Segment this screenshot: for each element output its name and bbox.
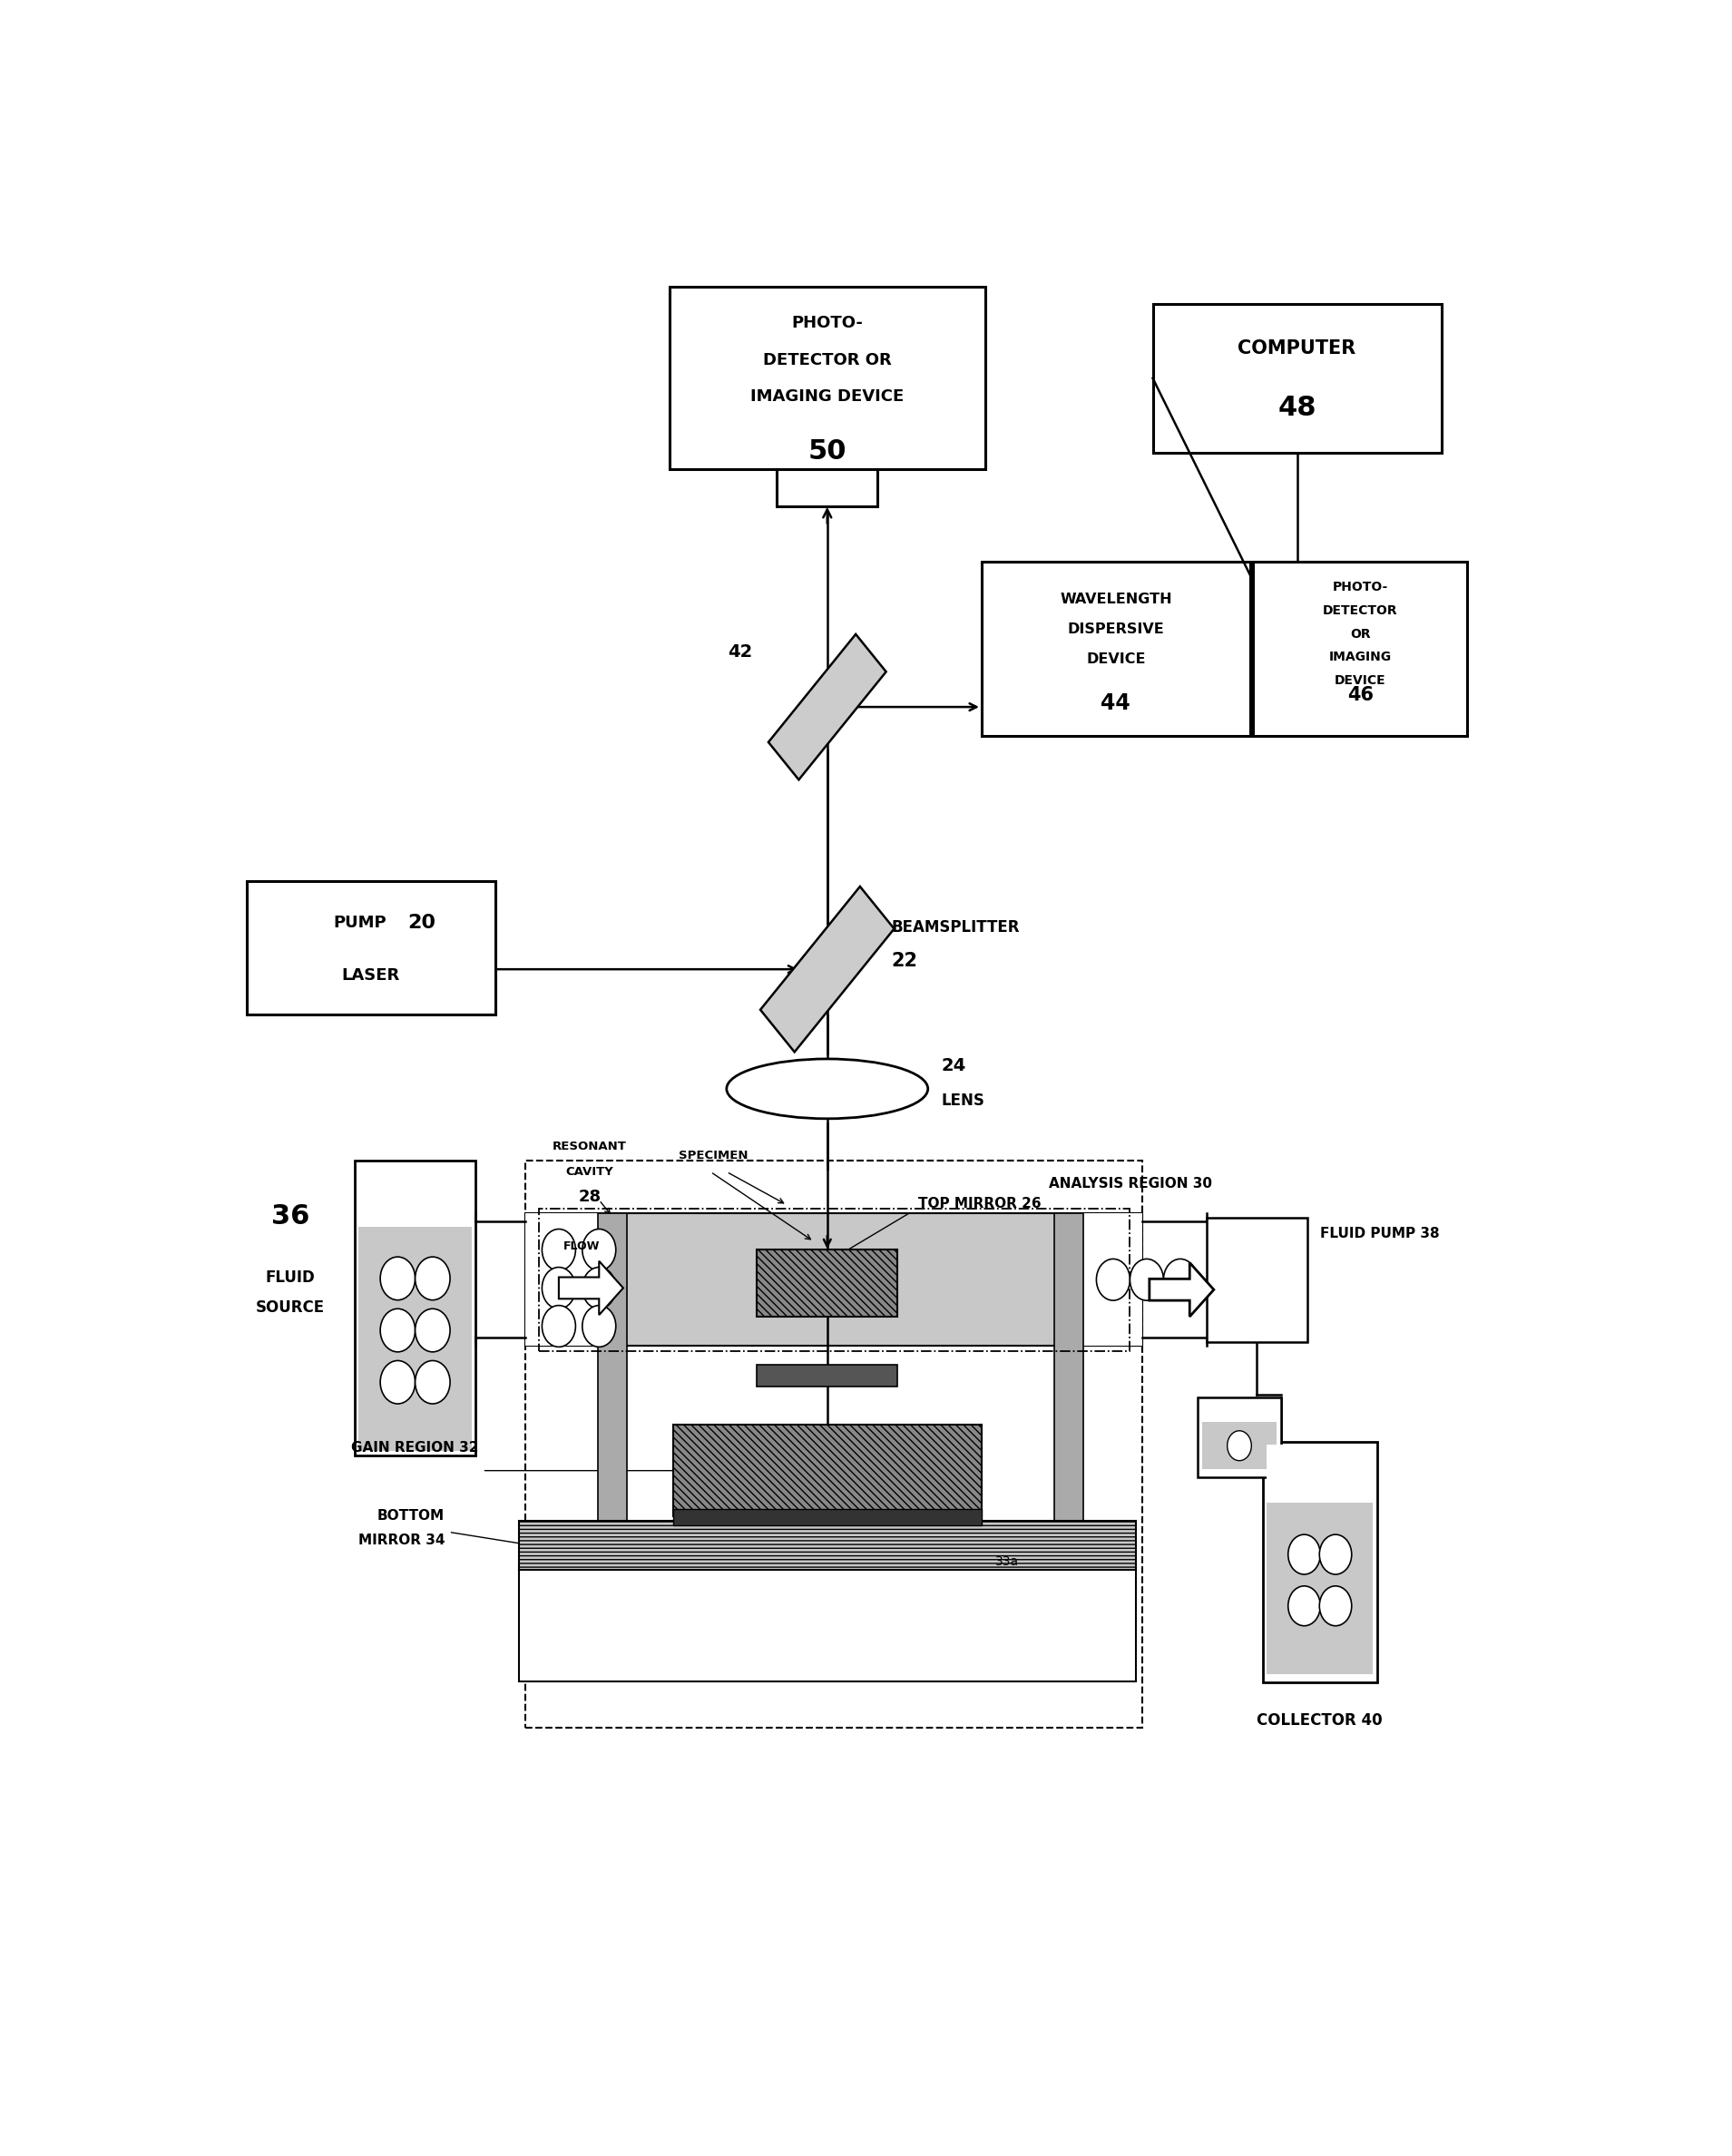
Bar [757, 1365, 897, 1386]
Text: LENS: LENS [942, 1093, 986, 1108]
Circle shape [542, 1229, 575, 1270]
Bar [1199, 1397, 1282, 1477]
Text: DETECTOR OR: DETECTOR OR [762, 351, 892, 369]
Text: IMAGING: IMAGING [1328, 651, 1391, 664]
Bar [539, 1207, 1129, 1352]
Polygon shape [769, 634, 887, 780]
Bar [518, 1565, 1136, 1682]
Bar [1055, 1214, 1084, 1520]
Bar [1263, 1442, 1377, 1682]
Text: 28: 28 [578, 1188, 601, 1205]
Circle shape [1320, 1535, 1351, 1574]
Text: 20: 20 [407, 914, 436, 931]
Circle shape [1320, 1587, 1351, 1626]
Circle shape [1129, 1259, 1164, 1300]
Text: WAVELENGTH: WAVELENGTH [1060, 593, 1173, 606]
Text: 42: 42 [727, 642, 752, 660]
Text: SPECIMEN: SPECIMEN [679, 1149, 748, 1162]
Circle shape [381, 1360, 416, 1404]
Bar [525, 1160, 1143, 1727]
Bar [674, 1509, 982, 1526]
Bar [1202, 1421, 1276, 1468]
Circle shape [416, 1360, 450, 1404]
Text: COLLECTOR 40: COLLECTOR 40 [1257, 1712, 1382, 1729]
Text: FLUID PUMP 38: FLUID PUMP 38 [1320, 1227, 1439, 1240]
Bar [1207, 1218, 1308, 1341]
Text: DISPERSIVE: DISPERSIVE [1067, 623, 1164, 636]
Circle shape [582, 1304, 617, 1348]
Bar [355, 1160, 476, 1455]
Circle shape [582, 1229, 617, 1270]
Circle shape [1228, 1432, 1252, 1460]
Bar [359, 1164, 473, 1222]
Bar [1266, 1445, 1373, 1498]
Text: LASER: LASER [341, 968, 400, 983]
Circle shape [381, 1257, 416, 1300]
Bar [359, 1227, 471, 1451]
FancyArrow shape [1150, 1263, 1214, 1317]
Bar [1266, 1503, 1373, 1673]
Circle shape [582, 1268, 617, 1309]
Bar [598, 1214, 627, 1520]
Text: IMAGING DEVICE: IMAGING DEVICE [750, 388, 904, 405]
Text: 48: 48 [1278, 395, 1316, 420]
Text: FLUID: FLUID [265, 1270, 315, 1287]
Text: OR: OR [1349, 627, 1370, 640]
Bar [518, 1520, 1136, 1570]
Bar [1154, 304, 1441, 453]
Bar [674, 1425, 982, 1516]
Bar [1084, 1214, 1143, 1345]
Circle shape [542, 1304, 575, 1348]
Bar [757, 1250, 897, 1315]
Text: RESONANT: RESONANT [553, 1141, 627, 1153]
Circle shape [381, 1309, 416, 1352]
Text: BEAMSPLITTER: BEAMSPLITTER [892, 921, 1020, 936]
Text: 46: 46 [1347, 686, 1373, 705]
Bar [525, 1214, 598, 1345]
Bar [525, 1214, 1143, 1345]
FancyArrow shape [559, 1261, 624, 1315]
Bar [1200, 1399, 1278, 1419]
Circle shape [1289, 1535, 1320, 1574]
Text: 36: 36 [272, 1203, 310, 1229]
Bar [982, 563, 1251, 735]
Text: COMPUTER: COMPUTER [1238, 338, 1356, 358]
Text: PUMP: PUMP [334, 914, 386, 931]
Text: MIRROR 34: MIRROR 34 [359, 1533, 445, 1548]
Circle shape [1289, 1587, 1320, 1626]
Text: FLOW: FLOW [563, 1240, 599, 1253]
Circle shape [1164, 1259, 1197, 1300]
Text: TOP MIRROR 26: TOP MIRROR 26 [918, 1197, 1041, 1210]
Text: 44: 44 [1102, 692, 1131, 714]
Polygon shape [760, 886, 894, 1052]
Circle shape [416, 1257, 450, 1300]
Text: BOTTOM: BOTTOM [378, 1509, 445, 1522]
Bar [246, 882, 495, 1013]
Bar [1252, 563, 1467, 735]
Text: ANALYSIS REGION 30: ANALYSIS REGION 30 [1050, 1177, 1212, 1190]
Text: 24: 24 [942, 1056, 966, 1074]
Text: SOURCE: SOURCE [256, 1300, 326, 1315]
Text: DEVICE: DEVICE [1086, 651, 1145, 666]
Text: DETECTOR: DETECTOR [1323, 604, 1398, 617]
Bar [670, 287, 986, 470]
Text: 22: 22 [892, 953, 918, 970]
Circle shape [542, 1268, 575, 1309]
Text: PHOTO-: PHOTO- [1332, 582, 1387, 593]
Circle shape [1096, 1259, 1129, 1300]
Circle shape [416, 1309, 450, 1352]
Text: PHOTO-: PHOTO- [792, 315, 863, 332]
Text: 33a: 33a [994, 1557, 1018, 1567]
Bar [778, 470, 878, 507]
Text: 50: 50 [807, 438, 847, 464]
Text: GAIN REGION 32: GAIN REGION 32 [352, 1440, 478, 1453]
Text: DEVICE: DEVICE [1334, 675, 1386, 688]
Text: CAVITY: CAVITY [566, 1166, 613, 1177]
Ellipse shape [727, 1059, 928, 1119]
